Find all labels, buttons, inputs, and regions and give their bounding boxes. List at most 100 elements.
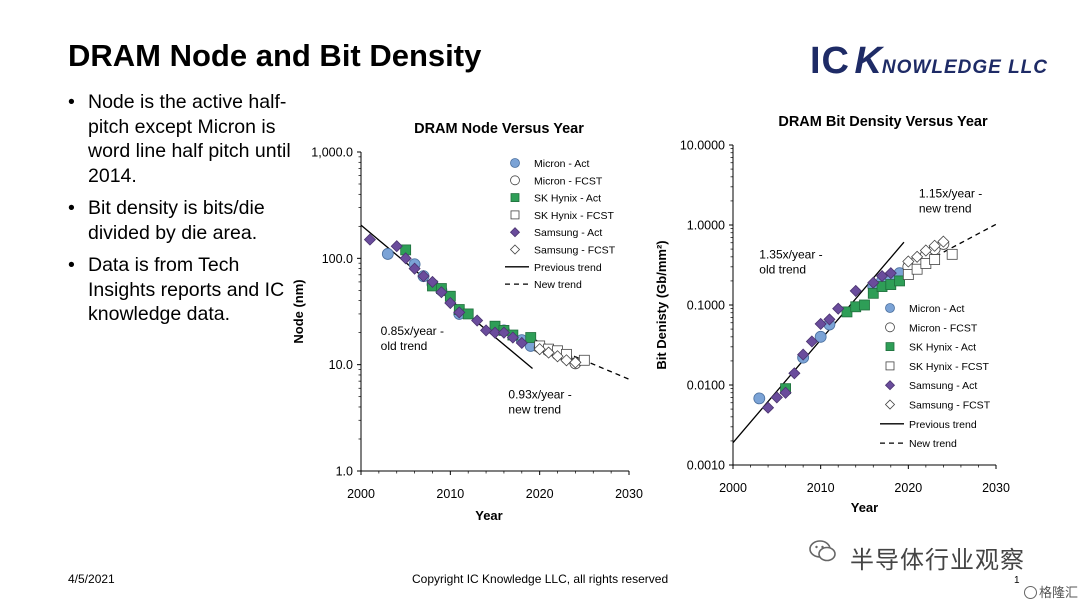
legend-label: Micron - FCST: [534, 175, 603, 187]
y-tick-label: 10.0000: [680, 139, 725, 153]
legend-label: Previous trend: [909, 419, 977, 431]
x-tick-label: 2010: [807, 481, 835, 495]
x-tick-label: 2020: [526, 487, 554, 501]
y-tick-label: 1,000.0: [311, 146, 353, 160]
sk-hynix-fcst-point: [946, 248, 958, 260]
trend-annotation: 1.35x/year -: [759, 248, 822, 262]
legend-marker: [885, 303, 895, 313]
samsung-act-point: [480, 324, 493, 337]
legend-label: Samsung - Act: [534, 227, 602, 239]
bullet-item-data-source: Data is from Tech Insights reports and I…: [66, 253, 291, 327]
legend-label: SK Hynix - FCST: [909, 361, 990, 373]
legend-label: SK Hynix - Act: [534, 193, 601, 205]
sk-hynix-fcst-point: [578, 354, 590, 366]
samsung-act-point: [849, 284, 862, 297]
samsung-act-point: [453, 306, 466, 319]
trend-annotation: old trend: [759, 263, 806, 277]
sk-hynix-fcst-point: [911, 263, 923, 275]
samsung-act-point: [770, 391, 783, 404]
samsung-fcst-point: [551, 350, 564, 363]
y-tick-label: 1.0000: [687, 219, 725, 233]
previous-trend-line: [732, 241, 905, 444]
samsung-act-point: [779, 386, 792, 399]
samsung-act-point: [471, 314, 484, 327]
samsung-act-point: [506, 331, 519, 344]
legend-marker: [510, 193, 520, 203]
legend-marker: [885, 361, 895, 371]
samsung-act-point: [408, 262, 421, 275]
samsung-act-point: [875, 269, 889, 283]
trend-annotation: new trend: [919, 202, 972, 216]
micron-act-point: [814, 330, 827, 343]
samsung-act-point: [867, 276, 880, 289]
trend-annotation: old trend: [381, 339, 428, 353]
dram-bit-density-chart: DRAM Bit Density Versus Year 0.0010 0.0100…: [654, 114, 1010, 515]
legend-marker: [885, 322, 895, 333]
legend-label: SK Hynix - FCST: [534, 210, 615, 222]
samsung-act-point: [805, 335, 818, 348]
chart-title: DRAM Node Versus Year: [414, 121, 584, 137]
x-tick-label: 2020: [894, 481, 922, 495]
legend-marker: [885, 342, 895, 352]
trend-annotation: new trend: [508, 403, 561, 417]
samsung-act-point: [399, 252, 412, 265]
samsung-fcst-point: [902, 255, 915, 268]
legend-label: New trend: [909, 438, 957, 450]
x-tick-label: 2000: [719, 481, 747, 495]
samsung-fcst-point: [542, 346, 555, 359]
legend-marker: [884, 399, 896, 410]
samsung-act-point: [417, 270, 430, 283]
y-tick-label: 1.0: [336, 465, 353, 479]
footer-copyright: Copyright IC Knowledge LLC, all rights r…: [412, 572, 669, 586]
legend-label: Samsung - Act: [909, 380, 977, 392]
samsung-fcst-point: [928, 239, 941, 252]
legend-label: Samsung - FCST: [534, 245, 616, 257]
samsung-act-point: [832, 302, 845, 315]
samsung-act-point: [814, 317, 827, 330]
samsung-act-point: [762, 401, 775, 414]
samsung-act-point: [426, 275, 439, 288]
samsung-act-point: [788, 367, 801, 380]
legend-label: New trend: [534, 279, 582, 291]
legend-marker: [510, 210, 520, 220]
samsung-act-point: [435, 286, 448, 299]
legend-label: Micron - Act: [534, 158, 590, 170]
samsung-act-point: [884, 267, 897, 280]
footer-date: 4/5/2021: [68, 572, 115, 586]
legend-label: Samsung - FCST: [909, 400, 991, 412]
samsung-fcst-point: [569, 356, 582, 369]
samsung-act-point: [515, 336, 528, 350]
y-tick-label: 0.1000: [687, 299, 725, 313]
samsung-fcst-point: [533, 343, 546, 356]
chart-title: DRAM Bit Density Versus Year: [778, 114, 988, 130]
micron-act-point: [753, 392, 766, 405]
x-axis-label: Year: [475, 508, 502, 523]
x-tick-label: 2010: [436, 487, 464, 501]
y-tick-label: 10.0: [329, 358, 353, 372]
bullet-item-bit-density: Bit density is bits/die divided by die a…: [66, 196, 291, 245]
legend-label: SK Hynix - Act: [909, 342, 976, 354]
y-axis-label: Node (nm): [291, 279, 306, 343]
samsung-act-point: [363, 233, 376, 246]
samsung-act-point: [797, 348, 810, 361]
legend-marker: [884, 380, 896, 391]
legend-marker: [509, 227, 521, 238]
sk-hynix-act-point: [894, 275, 905, 287]
samsung-fcst-point: [937, 235, 950, 248]
y-tick-label: 0.0100: [687, 379, 725, 393]
sk-hynix-act-point: [462, 308, 474, 320]
x-tick-label: 2000: [347, 487, 375, 501]
samsung-act-point: [390, 240, 403, 253]
legend-label: Previous trend: [534, 262, 602, 274]
ic-knowledge-logo: IC KNOWLEDGE LLC: [810, 40, 1049, 82]
watermark-text: 半导体行业观察: [850, 546, 1025, 574]
trend-annotation: 1.15x/year -: [919, 187, 982, 201]
wechat-icon: [809, 540, 836, 562]
legend-marker: [510, 158, 520, 168]
trend-annotation: 0.93x/year -: [508, 388, 571, 402]
legend-label: Micron - Act: [909, 303, 965, 315]
bullet-item-node: Node is the active half-pitch except Mic…: [66, 90, 291, 188]
slide-title: DRAM Node and Bit Density: [68, 38, 482, 73]
x-tick-label: 2030: [982, 481, 1010, 495]
